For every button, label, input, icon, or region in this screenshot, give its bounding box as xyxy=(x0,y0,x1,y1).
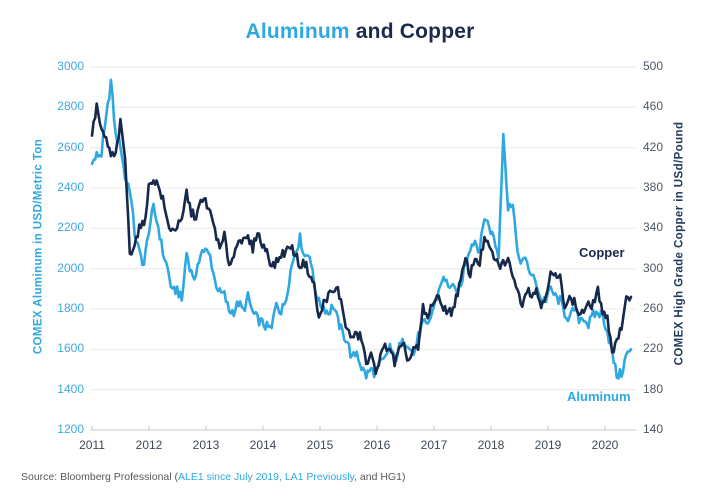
copper-line xyxy=(90,102,633,376)
source-note: Source: Bloomberg Professional (ALE1 sin… xyxy=(21,471,405,483)
right-axis-title: COMEX High Grade Copper in USd/Pound xyxy=(673,121,686,366)
source-suffix: , and HG1) xyxy=(354,471,406,483)
left-axis-title: COMEX Aluminum in USD/Metric Ton xyxy=(32,138,45,355)
source-prefix: Source: Bloomberg Professional ( xyxy=(21,471,178,483)
series-label-aluminum: Aluminum xyxy=(567,389,631,404)
title-aluminum: Aluminum xyxy=(245,20,350,43)
title-and-copper: and Copper xyxy=(349,20,475,43)
source-tickers: ALE1 since July 2019, LA1 Previously xyxy=(178,471,355,483)
page-title: Aluminum and Copper xyxy=(0,20,720,44)
aluminum-line xyxy=(90,78,633,380)
series-label-copper: Copper xyxy=(579,245,625,260)
